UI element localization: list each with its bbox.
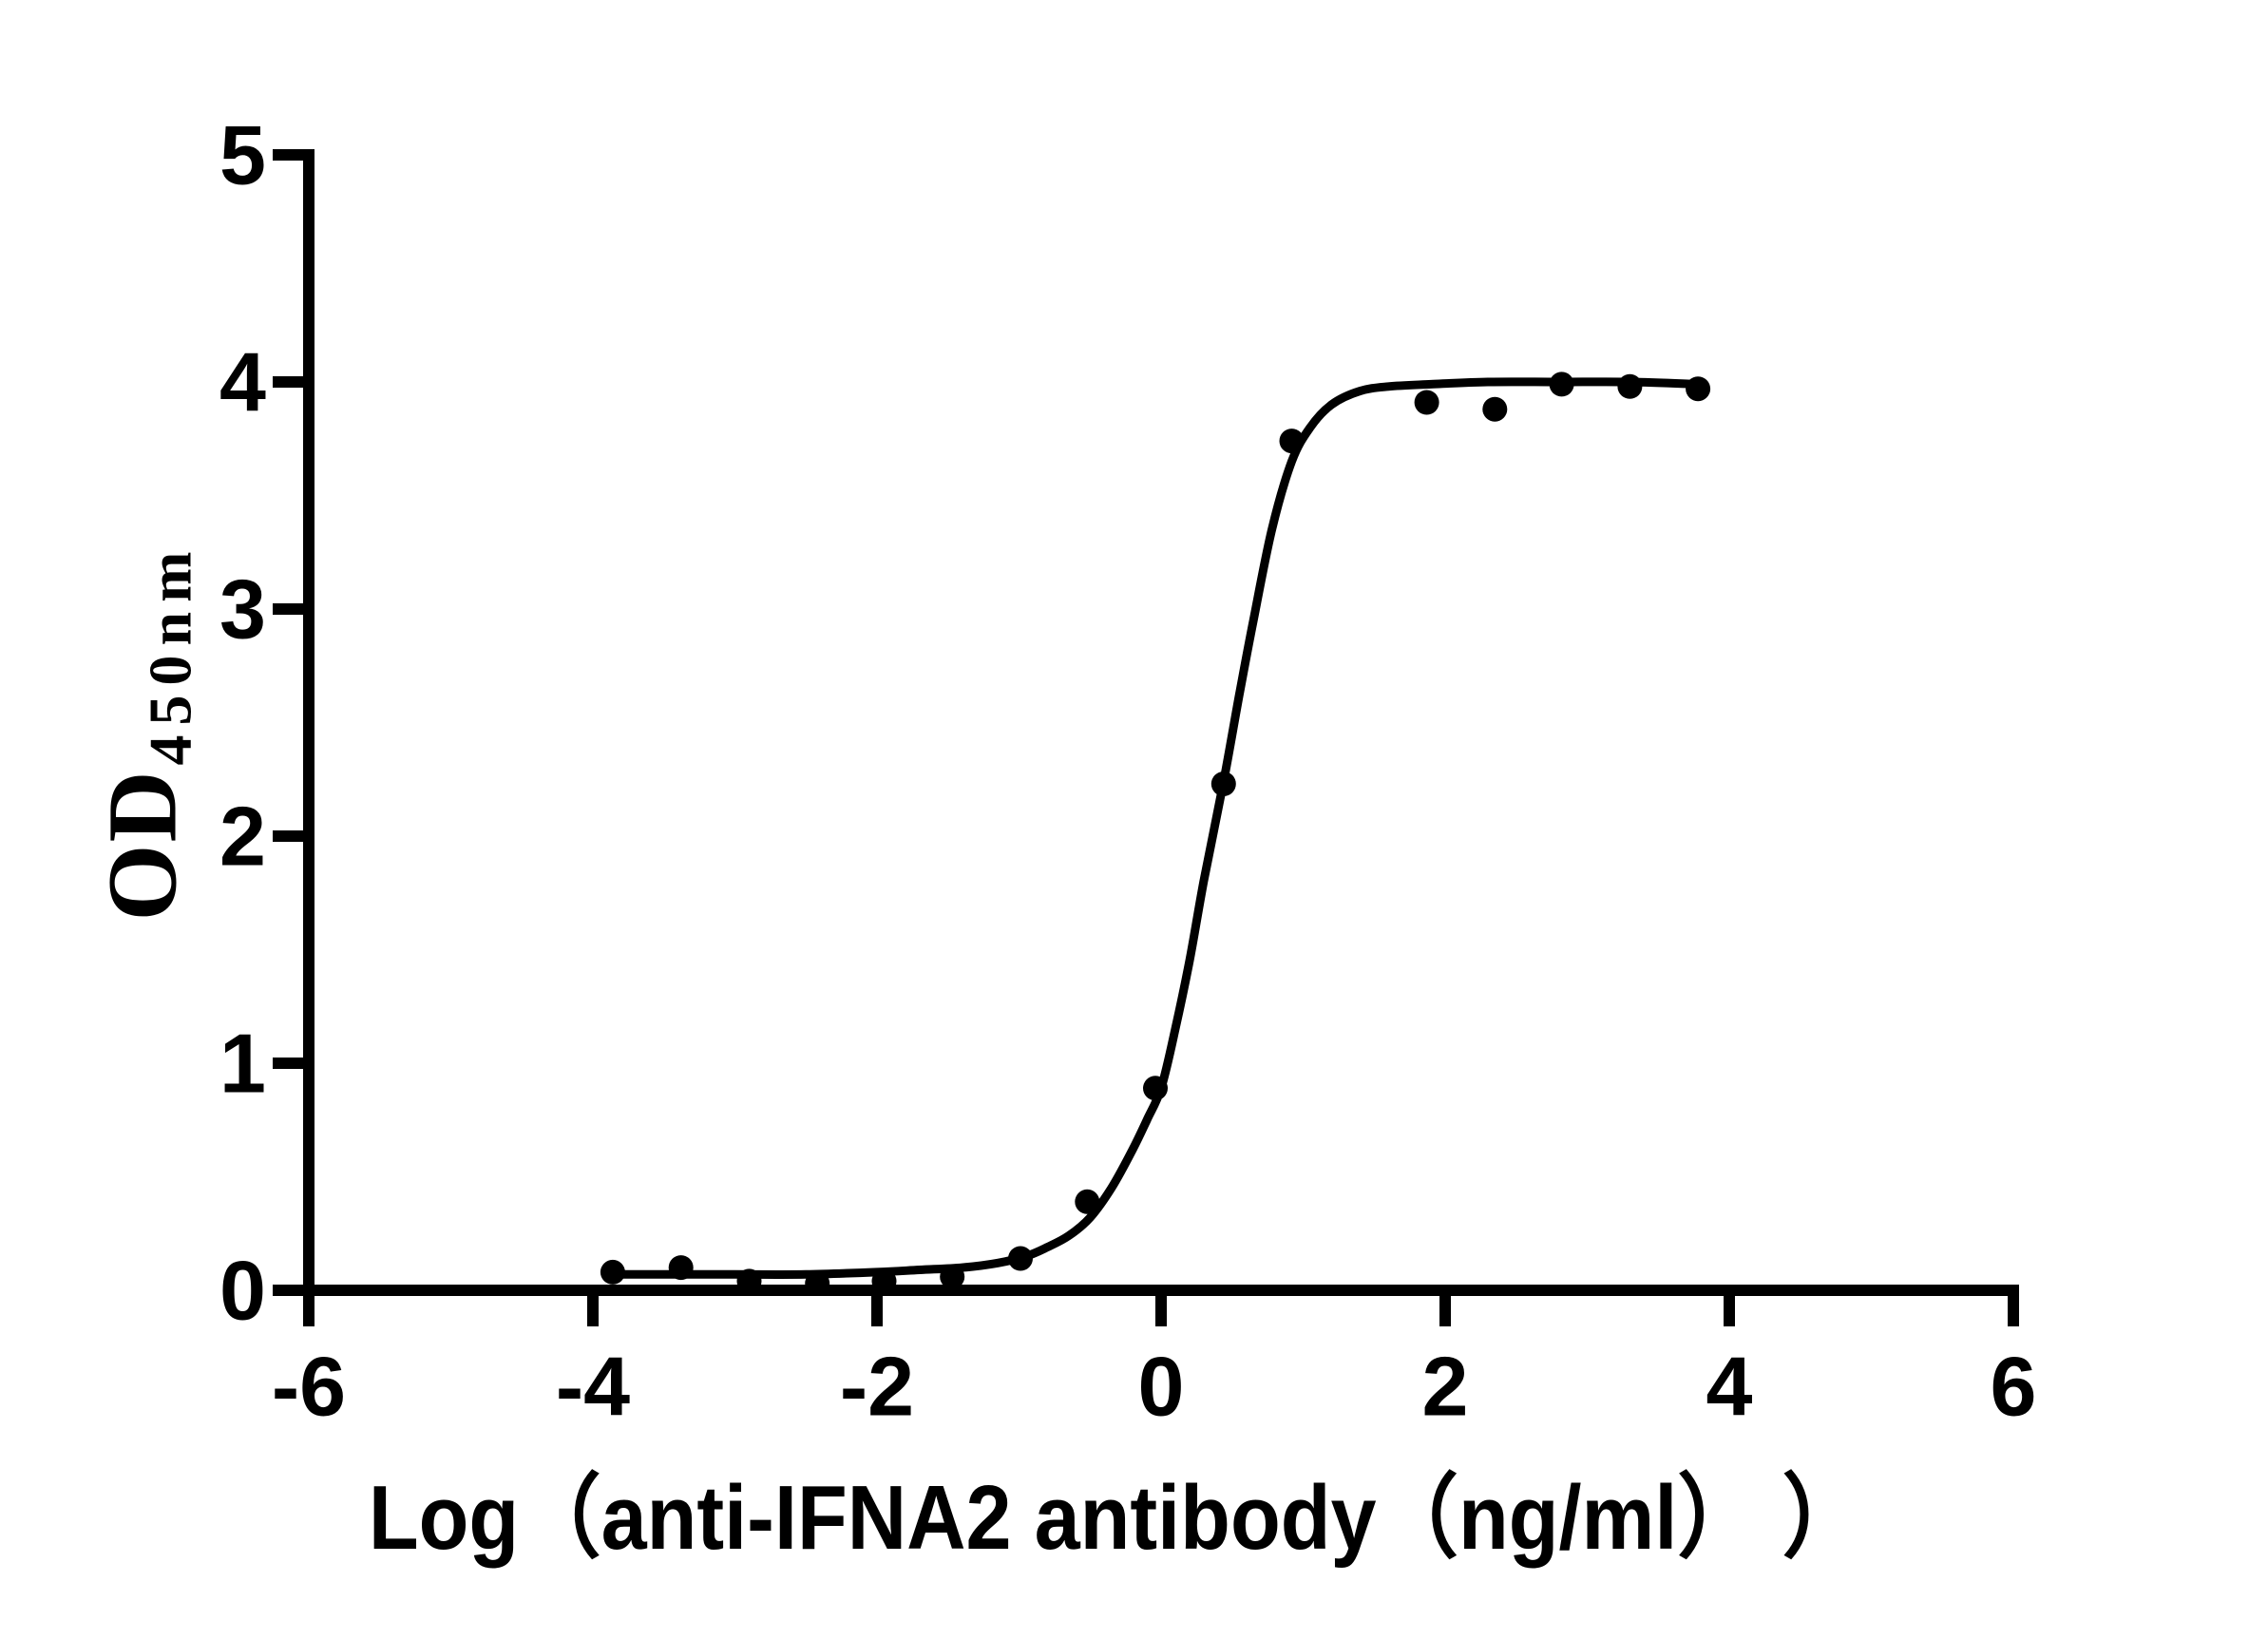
y-axis-title-main: OD bbox=[87, 769, 198, 922]
data-point-marker bbox=[1549, 372, 1574, 397]
y-tick-label: 1 bbox=[219, 1017, 266, 1111]
x-axis-title: Log（anti-IFNA2 antibody（ng/ml） ） bbox=[368, 1467, 1865, 1569]
data-point-marker bbox=[600, 1259, 625, 1285]
x-tick-label: 4 bbox=[1706, 1340, 1753, 1434]
x-tick-label: 2 bbox=[1422, 1340, 1469, 1434]
data-point-marker bbox=[1414, 390, 1439, 415]
axes bbox=[273, 149, 2019, 1326]
y-tick-label: 2 bbox=[219, 790, 266, 884]
data-point-marker bbox=[668, 1255, 694, 1281]
fit-curve-line bbox=[608, 377, 1703, 1279]
x-tick-label: 6 bbox=[1991, 1340, 2037, 1434]
data-point-marker bbox=[1008, 1246, 1033, 1271]
data-point-marker bbox=[1210, 772, 1236, 796]
x-tick-label: -2 bbox=[840, 1340, 914, 1434]
y-tick-label: 0 bbox=[219, 1244, 266, 1338]
x-tick-label: -4 bbox=[556, 1340, 630, 1434]
data-point-marker bbox=[871, 1268, 897, 1294]
y-axis-title: OD450nm bbox=[86, 543, 204, 922]
data-point-marker bbox=[1482, 396, 1508, 422]
data-point-marker bbox=[940, 1264, 965, 1289]
data-point-marker bbox=[1686, 376, 1711, 402]
data-point-marker bbox=[1617, 373, 1643, 399]
y-axis-title-subscript: 450nm bbox=[136, 542, 204, 766]
data-point-marker bbox=[736, 1268, 762, 1294]
data-point-marker bbox=[1143, 1076, 1168, 1101]
fit-curve bbox=[608, 377, 1703, 1279]
data-point-marker bbox=[1279, 429, 1305, 454]
data-point-marker bbox=[805, 1270, 830, 1296]
y-tick-label: 4 bbox=[219, 335, 266, 429]
data-points bbox=[600, 372, 1711, 1296]
x-tick-label: 0 bbox=[1138, 1340, 1185, 1434]
y-tick-label: 5 bbox=[219, 108, 266, 202]
x-tick-label: -6 bbox=[272, 1340, 346, 1434]
tick-labels: 0 1 2 3 4 5 -6 -4 -2 0 2 4 6 bbox=[219, 108, 2036, 1434]
y-tick-label: 3 bbox=[219, 562, 266, 657]
data-point-marker bbox=[1075, 1189, 1100, 1214]
